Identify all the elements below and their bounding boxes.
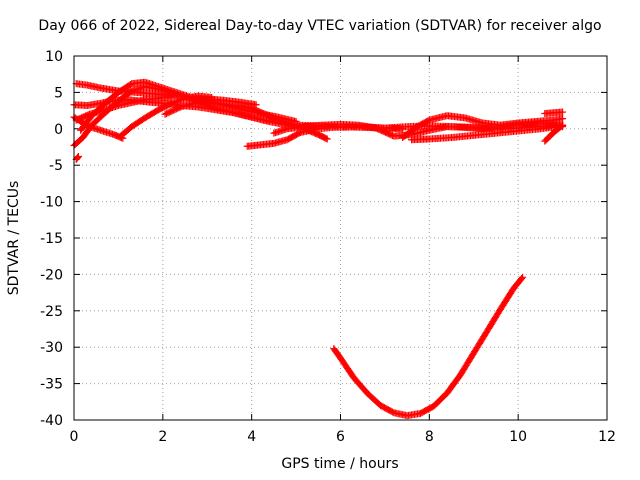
- series-marker: [559, 108, 567, 116]
- series-marker: [399, 125, 407, 133]
- series-marker: [519, 273, 527, 281]
- series-s14: [541, 121, 567, 145]
- series-marker: [518, 275, 526, 283]
- series-s13: [292, 121, 407, 133]
- series-s15: [541, 108, 567, 118]
- series-s16: [72, 152, 82, 163]
- y-tick-label: 5: [54, 85, 63, 101]
- x-tick-label: 0: [70, 429, 79, 445]
- series-marker: [323, 135, 331, 143]
- data-series: [70, 78, 567, 420]
- y-tick-label: -15: [40, 231, 63, 247]
- plot-frame: [73, 55, 608, 421]
- series-marker: [557, 122, 565, 130]
- series-marker: [74, 153, 82, 161]
- series-marker: [74, 152, 82, 160]
- x-tick-label: 12: [598, 429, 616, 445]
- x-tick-label: 10: [509, 429, 527, 445]
- series-s17: [330, 273, 527, 420]
- x-tick-label: 2: [158, 429, 167, 445]
- y-tick-label: -35: [40, 377, 63, 393]
- y-tick-label: -5: [49, 158, 63, 174]
- y-tick-label: -25: [40, 304, 63, 320]
- series-s11: [399, 112, 567, 142]
- series-marker: [559, 121, 567, 129]
- series-marker: [559, 115, 567, 123]
- y-tick-label: 0: [54, 122, 63, 138]
- series-marker: [322, 134, 330, 142]
- x-tick-label: 4: [247, 429, 256, 445]
- x-tick-label: 8: [425, 429, 434, 445]
- tick-labels: 0 2 4 6 8 10 12 10 5 0 -5 -10 -15 -20 -25 -30 -35 -40: [40, 49, 616, 445]
- chart-title: Day 066 of 2022, Sidereal Day-to-day VTE…: [38, 18, 602, 34]
- y-tick-label: 10: [45, 49, 63, 65]
- x-axis-label: GPS time / hours: [281, 456, 399, 472]
- y-tick-label: -20: [40, 267, 63, 283]
- series-s8: [161, 98, 331, 143]
- x-tick-label: 6: [336, 429, 345, 445]
- y-tick-label: -10: [40, 195, 63, 211]
- y-tick-label: -40: [40, 413, 63, 429]
- y-tick-label: -30: [40, 340, 63, 356]
